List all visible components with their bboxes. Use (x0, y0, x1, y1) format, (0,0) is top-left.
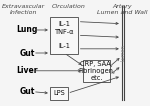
Text: Artery
Lumen and Wall: Artery Lumen and Wall (97, 4, 148, 15)
Text: Lung: Lung (16, 25, 38, 34)
FancyBboxPatch shape (50, 17, 78, 54)
Text: IL-1
TNF-α

IL-1: IL-1 TNF-α IL-1 (54, 21, 74, 49)
Text: LPS: LPS (53, 90, 65, 96)
FancyBboxPatch shape (83, 60, 110, 82)
Text: CRP, SAA,
Fibrinogen,
etc.: CRP, SAA, Fibrinogen, etc. (78, 61, 115, 81)
FancyBboxPatch shape (50, 87, 68, 100)
Text: Lumen: Lumen (121, 45, 126, 61)
Text: Liver: Liver (16, 66, 38, 75)
Text: Extravascular
Infection: Extravascular Infection (2, 4, 45, 15)
Text: Circulation: Circulation (52, 4, 86, 9)
Text: Gut: Gut (20, 87, 35, 96)
Text: Gut: Gut (20, 49, 35, 57)
